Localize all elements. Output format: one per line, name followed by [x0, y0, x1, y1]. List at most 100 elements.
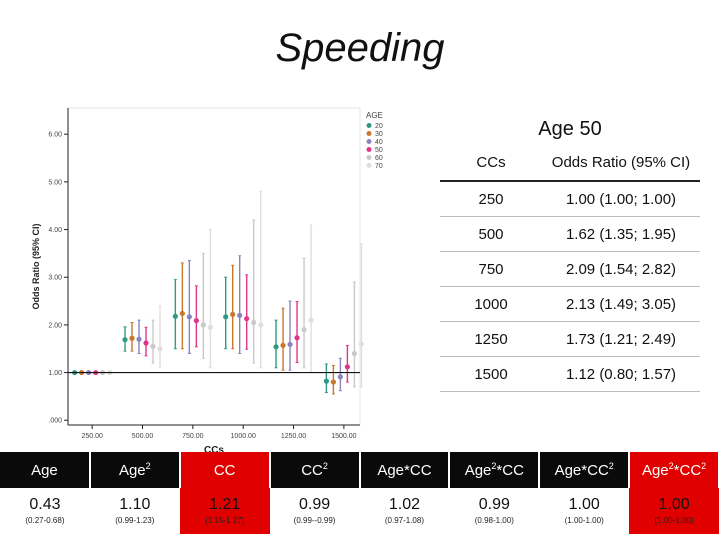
coef-header-1: Age2 [89, 452, 181, 488]
point-50-750 [193, 318, 199, 324]
coef-header-4: Age*CC [359, 452, 451, 488]
point-70-1500 [358, 341, 364, 347]
coef-ci: (0.98-1.00) [474, 516, 514, 525]
legend-label-20: 20 [375, 123, 383, 130]
point-20-500 [122, 337, 128, 343]
coef-ci: (1.15-1.27) [205, 516, 245, 525]
point-50-1500 [344, 364, 350, 370]
point-70-1250 [308, 317, 314, 323]
legend-label-70: 70 [375, 163, 383, 170]
point-60-1250 [301, 327, 307, 333]
y-tick-label: 3.00 [48, 275, 62, 282]
table-row: 250 1.00 (1.00; 1.00) [440, 181, 700, 217]
point-70-750 [207, 324, 213, 330]
coef-value-2: 1.21 (1.15-1.27) [179, 488, 270, 534]
coef-ci: (0.97-1.08) [384, 516, 424, 525]
coef-estimate: 0.43 [29, 496, 61, 513]
point-20-1000 [223, 314, 229, 320]
point-60-750 [200, 322, 206, 328]
coef-ci: (1.00-1.00) [654, 516, 694, 525]
y-tick-label: 4.00 [48, 227, 62, 234]
or-cell: 1.73 (1.21; 2.49) [542, 321, 700, 357]
point-60-1000 [251, 319, 257, 326]
cc-cell: 1500 [440, 356, 542, 392]
point-70-500 [157, 346, 163, 352]
x-tick-label: 500.00 [132, 433, 154, 440]
coef-estimate: 1.00 [658, 496, 690, 513]
legend-label-50: 50 [375, 147, 383, 154]
y-tick-label: 2.00 [48, 322, 62, 329]
cc-cell: 1250 [440, 321, 542, 357]
x-tick-label: 1500.00 [331, 433, 356, 440]
point-50-500 [143, 340, 149, 346]
legend-marker-60 [366, 155, 372, 160]
age50-table-title: Age 50 [538, 118, 602, 140]
y-tick-label: .000 [48, 418, 62, 425]
legend-marker-50 [366, 147, 372, 152]
coef-value-7: 1.00 (1.00-1.00) [629, 488, 719, 534]
or-cell: 1.62 (1.35; 1.95) [542, 216, 700, 252]
coef-value-4: 1.02 (0.97-1.08) [359, 488, 450, 534]
y-tick-label: 6.00 [48, 132, 62, 139]
point-60-1500 [351, 350, 357, 357]
point-20-750 [172, 313, 178, 319]
coef-ci: (1.00-1.00) [564, 516, 604, 525]
y-tick-label: 5.00 [48, 179, 62, 186]
age50-col-ccs: CCs [440, 144, 542, 182]
page-title: Speeding [275, 26, 445, 70]
point-30-500 [129, 335, 135, 341]
point-20-1250 [273, 344, 279, 350]
coef-ci: (0.27-0.68) [25, 516, 65, 525]
coef-value-6: 1.00 (1.00-1.00) [539, 488, 630, 534]
point-40-500 [136, 336, 142, 342]
or-cell: 1.12 (0.80; 1.57) [542, 356, 700, 392]
point-30-1000 [230, 311, 236, 318]
point-30-1500 [330, 379, 336, 385]
or-cell: 2.09 (1.54; 2.82) [542, 251, 700, 287]
point-60-500 [150, 343, 156, 349]
x-tick-label: 1000.00 [231, 433, 256, 440]
age50-table: CCs Odds Ratio (95% CI) 250 1.00 (1.00; 1… [440, 144, 700, 392]
coef-estimate: 1.00 [568, 496, 600, 513]
legend-marker-70 [366, 163, 372, 168]
coef-estimate: 1.10 [119, 496, 151, 513]
coefficient-header-row: Age Age2 CC CC2 Age*CC Age2*CC Age*CC2 Age2*CC2 [0, 452, 720, 488]
legend-label-60: 60 [375, 155, 383, 162]
coef-header-0: Age [0, 452, 91, 488]
table-row: 1000 2.13 (1.49; 3.05) [440, 286, 700, 322]
coef-ci: (0.99--0.99) [293, 516, 336, 525]
table-row: 750 2.09 (1.54; 2.82) [440, 251, 700, 287]
table-row: 500 1.62 (1.35; 1.95) [440, 216, 700, 252]
coef-estimate: 1.21 [209, 496, 241, 513]
x-axis-label: CCs [204, 445, 224, 452]
y-tick-label: 1.00 [48, 370, 62, 377]
legend-marker-30 [366, 131, 372, 136]
age50-col-or: Odds Ratio (95% CI) [542, 144, 700, 182]
coef-value-0: 0.43 (0.27-0.68) [0, 488, 90, 534]
x-tick-label: 1250.00 [281, 433, 306, 440]
y-axis-label: Odds Ratio (95% CI) [31, 223, 41, 309]
point-70-1000 [258, 322, 264, 328]
coef-value-5: 0.99 (0.98-1.00) [449, 488, 540, 534]
legend-marker-20 [366, 123, 372, 128]
or-cell: 1.00 (1.00; 1.00) [542, 181, 700, 217]
plot-area [67, 107, 361, 426]
cc-cell: 500 [440, 216, 542, 252]
point-50-1000 [244, 316, 250, 322]
legend-title: AGE [366, 111, 383, 120]
coef-estimate: 1.02 [388, 496, 420, 513]
coef-header-7: Age2*CC2 [629, 452, 720, 488]
coefficient-table: Age Age2 CC CC2 Age*CC Age2*CC Age*CC2 Age2*CC2… [0, 452, 720, 534]
table-row: 1500 1.12 (0.80; 1.57) [440, 356, 700, 392]
coefficient-value-row: 0.43 (0.27-0.68) 1.10 (0.99-1.23) 1.21 (1.15-… [0, 488, 719, 534]
cc-cell: 1000 [440, 286, 542, 322]
point-50-1250 [294, 335, 300, 341]
legend-label-30: 30 [375, 131, 383, 138]
coef-estimate: 0.99 [298, 496, 331, 513]
or-cell: 2.13 (1.49; 3.05) [542, 286, 700, 322]
point-20-1500 [323, 378, 329, 384]
coef-value-1: 1.10 (0.99-1.23) [89, 488, 180, 534]
point-40-750 [186, 314, 192, 320]
x-tick-label: 250.00 [81, 433, 103, 440]
point-40-1250 [287, 341, 293, 348]
